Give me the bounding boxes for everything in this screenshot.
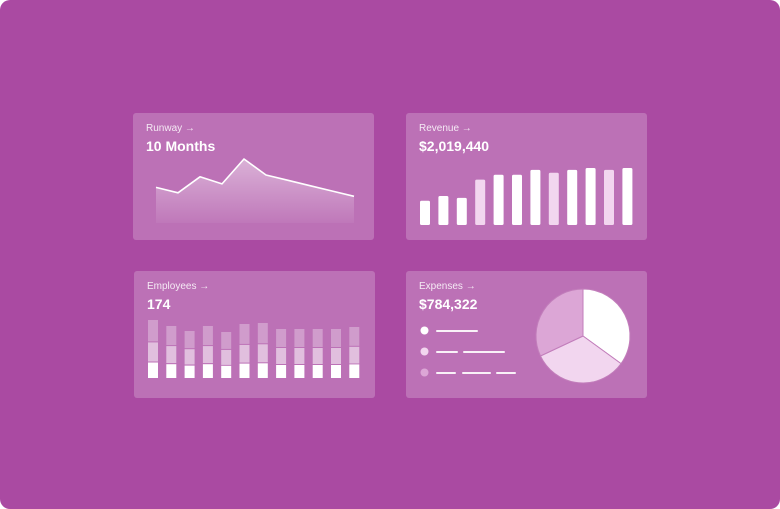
- expenses-card[interactable]: Expenses → $784,322: [406, 271, 647, 398]
- revenue-bar-chart: [420, 168, 633, 225]
- employees-bar-segment: [257, 363, 268, 378]
- revenue-bar: [548, 172, 559, 225]
- expenses-value: $784,322: [419, 296, 478, 312]
- employees-bar-segment: [331, 329, 341, 347]
- employees-bar-segment: [276, 365, 287, 378]
- employees-bar-segment: [294, 348, 305, 364]
- employees-bar-segment: [312, 348, 323, 364]
- expenses-pie-slice: [535, 288, 584, 357]
- employees-value: 174: [147, 296, 171, 312]
- employees-bar-segment: [202, 346, 213, 364]
- employees-bar-segment: [221, 349, 232, 365]
- legend-line-2b: [463, 351, 505, 353]
- employees-bar-segment: [166, 364, 177, 378]
- runway-label[interactable]: Runway →: [146, 123, 195, 134]
- employees-bar-segment: [148, 320, 158, 342]
- runway-card[interactable]: Runway → 10 Months: [133, 113, 374, 240]
- revenue-bar: [420, 200, 430, 225]
- employees-bar-segment: [239, 324, 250, 344]
- employees-bar-segment: [312, 329, 323, 347]
- legend-line-3a: [436, 372, 456, 374]
- expenses-pie-slice: [539, 335, 622, 384]
- employees-bar-segment: [294, 329, 305, 347]
- employees-bar-segment: [276, 329, 287, 347]
- revenue-bar: [512, 174, 522, 225]
- legend-line-3b: [462, 372, 491, 374]
- runway-area-chart: [155, 158, 355, 223]
- employees-bar-segment: [239, 344, 250, 363]
- expenses-pie-slice: [582, 288, 631, 365]
- employees-bar-segment: [184, 349, 195, 365]
- expenses-label[interactable]: Expenses →: [419, 281, 476, 292]
- revenue-bar: [438, 196, 449, 225]
- revenue-bar: [604, 169, 614, 225]
- revenue-bar: [475, 179, 486, 225]
- revenue-label[interactable]: Revenue →: [419, 123, 472, 134]
- revenue-value: $2,019,440: [419, 138, 490, 154]
- employees-bar-segment: [312, 365, 323, 378]
- employees-bar-segment: [257, 344, 268, 363]
- employees-bar-segment: [148, 362, 158, 378]
- employees-bar-segment: [221, 332, 232, 349]
- legend-line-1: [436, 330, 478, 332]
- legend-dot-2: [420, 347, 429, 356]
- employees-bar-segment: [184, 331, 195, 349]
- revenue-bar: [530, 169, 541, 225]
- legend-line-3c: [496, 372, 516, 374]
- employees-bar-segment: [276, 348, 287, 364]
- employees-bar-segment: [349, 327, 360, 346]
- employees-card[interactable]: Employees → 174: [134, 271, 375, 398]
- employees-bar-segment: [349, 346, 360, 364]
- revenue-bar: [585, 168, 596, 225]
- runway-value: 10 Months: [146, 138, 216, 154]
- legend-line-2a: [436, 351, 458, 353]
- employees-bar-segment: [184, 365, 195, 378]
- revenue-bar: [456, 197, 467, 225]
- employees-bar-segment: [202, 364, 213, 378]
- employees-bar-segment: [221, 365, 232, 378]
- expenses-pie-chart: [535, 288, 631, 384]
- employees-bar-segment: [349, 364, 360, 378]
- employees-bar-segment: [257, 323, 268, 344]
- employees-bar-segment: [331, 365, 341, 378]
- employees-stacked-bar-chart: [148, 320, 360, 378]
- employees-bar-segment: [166, 346, 177, 364]
- revenue-bar: [493, 174, 504, 225]
- employees-bar-segment: [239, 363, 250, 378]
- legend-dot-3: [420, 368, 429, 377]
- revenue-bar: [567, 169, 578, 225]
- employees-bar-segment: [148, 342, 158, 362]
- employees-bar-segment: [166, 326, 177, 346]
- runway-line: [155, 158, 355, 198]
- employees-bar-segment: [331, 348, 341, 364]
- legend-dot-1: [420, 326, 429, 335]
- revenue-card[interactable]: Revenue → $2,019,440: [406, 113, 647, 240]
- employees-bar-segment: [202, 326, 213, 346]
- runway-area: [156, 159, 354, 223]
- employees-bar-segment: [294, 365, 305, 378]
- employees-label[interactable]: Employees →: [147, 281, 210, 292]
- revenue-bar: [622, 168, 633, 225]
